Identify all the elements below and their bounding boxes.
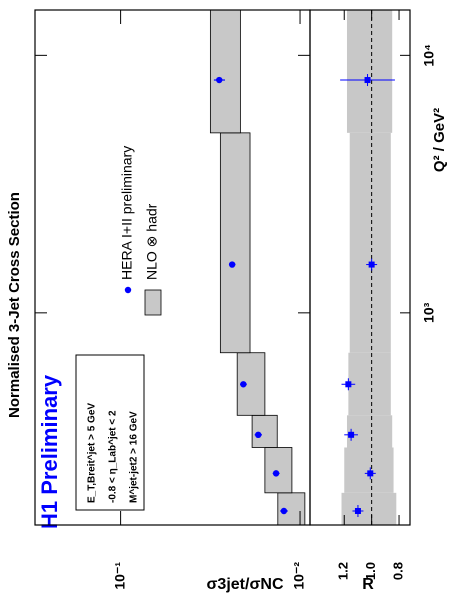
x-tick-label: 10⁴ <box>421 44 437 67</box>
y-axis-label: σ3jet/σNC <box>206 576 283 593</box>
nlo-ratio-band <box>346 415 393 448</box>
ratio-point <box>367 470 374 477</box>
nlo-band <box>264 447 293 494</box>
data-point <box>240 381 247 388</box>
nlo-ratio-band <box>348 352 391 416</box>
ratio-frame <box>309 9 411 526</box>
rotated-plot: Normalised 3-Jet Cross Section H1 Prelim… <box>6 9 448 590</box>
x-axis-label: Q² / GeV² <box>431 108 448 172</box>
y-tick-label: 10⁻¹ <box>111 562 127 590</box>
nlo-band <box>219 132 251 354</box>
y-tick-label: 10⁻² <box>291 562 307 590</box>
nlo-ratio-band <box>341 492 397 525</box>
r-tick-label: 0.8 <box>390 562 405 580</box>
cut-label: -0.8 < η_Lab^jet < 2 <box>108 410 119 503</box>
legend-label: NLO ⊗ hadr <box>144 203 160 280</box>
data-point <box>228 261 236 268</box>
data-point <box>280 507 288 515</box>
cut-label: E_T,Breit^jet > 5 GeV <box>87 403 98 503</box>
data-point <box>216 76 223 84</box>
data-point <box>255 431 262 439</box>
nlo-ratio-band <box>349 132 391 353</box>
legend-label: HERA I+II preliminary <box>119 146 135 280</box>
cut-label: M^jet-jet2 > 16 GeV <box>129 411 140 503</box>
nlo-band <box>236 352 266 416</box>
experiment-label: H1 Preliminary <box>37 374 62 529</box>
ratio-point <box>364 77 371 84</box>
legend-marker <box>144 289 162 316</box>
nlo-ratio-band <box>344 447 394 493</box>
x-tick-label: 10³ <box>421 302 437 323</box>
chart-title: Normalised 3-Jet Cross Section <box>6 192 23 418</box>
nlo-band <box>209 9 241 134</box>
ratio-point <box>348 431 355 438</box>
nlo-ratio-band <box>346 10 393 133</box>
r-tick-label: 1.0 <box>363 562 378 580</box>
r-tick-label: 1.2 <box>336 562 351 580</box>
ratio-point <box>368 261 375 268</box>
ratio-axis-label: R <box>362 576 374 593</box>
ratio-point <box>345 381 352 388</box>
legend-marker <box>124 286 132 294</box>
ratio-point <box>354 508 361 515</box>
nlo-band <box>251 414 278 448</box>
data-point <box>272 470 280 477</box>
cuts-box <box>75 354 145 511</box>
